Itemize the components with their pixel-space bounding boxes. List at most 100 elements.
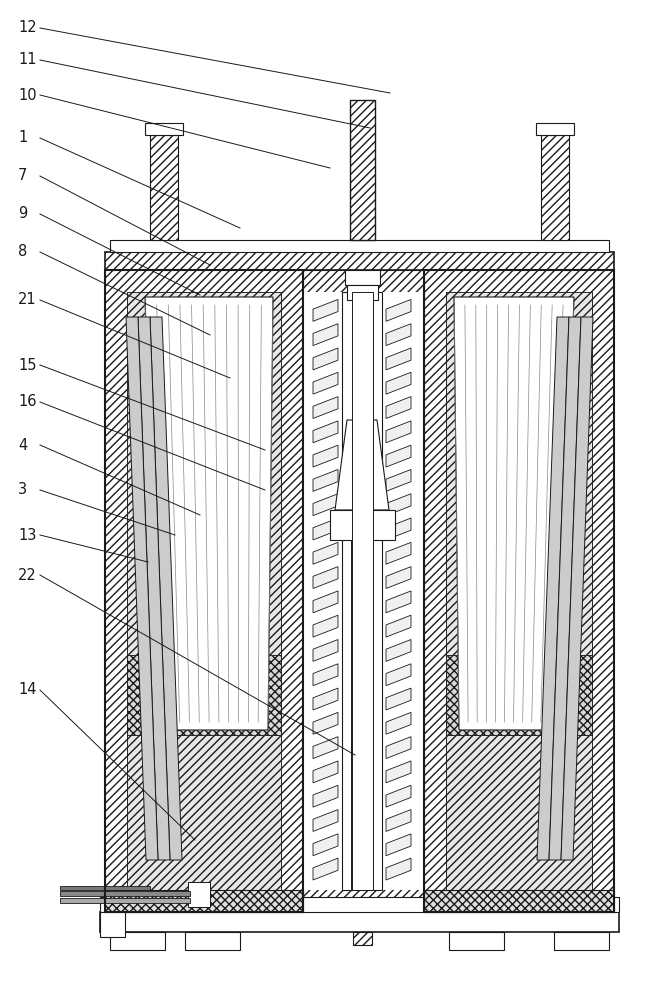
Bar [536, 123, 574, 135]
Polygon shape [313, 567, 338, 588]
Bar [145, 123, 183, 135]
Polygon shape [549, 317, 581, 860]
Text: 3: 3 [18, 483, 27, 497]
Bar [60, 898, 190, 903]
Bar [100, 912, 125, 937]
Bar [449, 932, 504, 950]
Polygon shape [313, 688, 338, 710]
Text: 21: 21 [18, 292, 37, 308]
Polygon shape [313, 834, 338, 856]
Polygon shape [386, 640, 411, 661]
Polygon shape [386, 469, 411, 491]
Text: 11: 11 [18, 52, 37, 68]
Polygon shape [386, 688, 411, 710]
Bar [351, 540, 373, 890]
Polygon shape [386, 737, 411, 759]
Polygon shape [386, 397, 411, 418]
Polygon shape [386, 348, 411, 370]
Text: 1: 1 [18, 130, 27, 145]
Text: 13: 13 [18, 528, 36, 542]
Text: 15: 15 [18, 358, 37, 372]
Polygon shape [386, 761, 411, 783]
Polygon shape [446, 655, 592, 735]
Bar [352, 292, 373, 890]
Bar [185, 932, 240, 950]
Polygon shape [127, 292, 281, 655]
Bar [110, 932, 165, 950]
Bar [100, 897, 619, 912]
Bar [110, 240, 609, 252]
Polygon shape [386, 518, 411, 540]
Polygon shape [386, 785, 411, 807]
Bar [303, 292, 424, 890]
Polygon shape [386, 324, 411, 346]
Bar [350, 100, 375, 240]
Bar [554, 932, 609, 950]
Bar [424, 270, 614, 912]
Text: 22: 22 [18, 568, 37, 582]
Polygon shape [386, 858, 411, 880]
Polygon shape [386, 615, 411, 637]
Polygon shape [313, 858, 338, 880]
Polygon shape [313, 518, 338, 540]
Polygon shape [386, 421, 411, 443]
Bar [330, 510, 395, 540]
Bar [342, 292, 382, 890]
Polygon shape [386, 445, 411, 467]
Bar [100, 912, 619, 932]
Text: 7: 7 [18, 168, 27, 184]
Bar [60, 891, 190, 896]
Polygon shape [446, 735, 592, 890]
Bar [105, 252, 614, 270]
Polygon shape [313, 542, 338, 564]
Polygon shape [561, 317, 593, 860]
Polygon shape [313, 445, 338, 467]
Polygon shape [127, 655, 281, 735]
Polygon shape [150, 317, 182, 860]
Polygon shape [313, 591, 338, 613]
Polygon shape [313, 737, 338, 759]
Polygon shape [313, 761, 338, 783]
Polygon shape [313, 421, 338, 443]
Polygon shape [313, 469, 338, 491]
Polygon shape [386, 664, 411, 686]
Bar [150, 135, 178, 240]
Text: 14: 14 [18, 682, 37, 698]
Polygon shape [313, 372, 338, 394]
Polygon shape [126, 317, 158, 860]
Bar [541, 135, 569, 240]
Polygon shape [454, 297, 574, 730]
Polygon shape [313, 348, 338, 370]
Polygon shape [386, 542, 411, 564]
Polygon shape [424, 270, 614, 912]
Text: 8: 8 [18, 244, 27, 259]
Polygon shape [145, 297, 273, 730]
Polygon shape [386, 834, 411, 856]
Polygon shape [313, 494, 338, 516]
Bar [424, 890, 614, 912]
Polygon shape [105, 270, 303, 912]
Polygon shape [386, 299, 411, 321]
Polygon shape [313, 615, 338, 637]
Polygon shape [386, 567, 411, 588]
Bar [127, 292, 281, 890]
Polygon shape [313, 640, 338, 661]
Polygon shape [127, 735, 281, 890]
Bar [60, 886, 150, 890]
Polygon shape [313, 785, 338, 807]
Bar [105, 270, 303, 912]
Text: 4: 4 [18, 438, 27, 452]
Bar [446, 292, 592, 890]
Polygon shape [303, 270, 424, 912]
Bar [345, 270, 380, 285]
Polygon shape [313, 712, 338, 734]
Polygon shape [313, 397, 338, 418]
Text: 10: 10 [18, 88, 37, 103]
Bar [353, 932, 372, 945]
Bar [105, 890, 303, 912]
Text: 12: 12 [18, 20, 37, 35]
Polygon shape [537, 317, 569, 860]
Polygon shape [138, 317, 170, 860]
Polygon shape [313, 664, 338, 686]
Polygon shape [313, 299, 338, 321]
